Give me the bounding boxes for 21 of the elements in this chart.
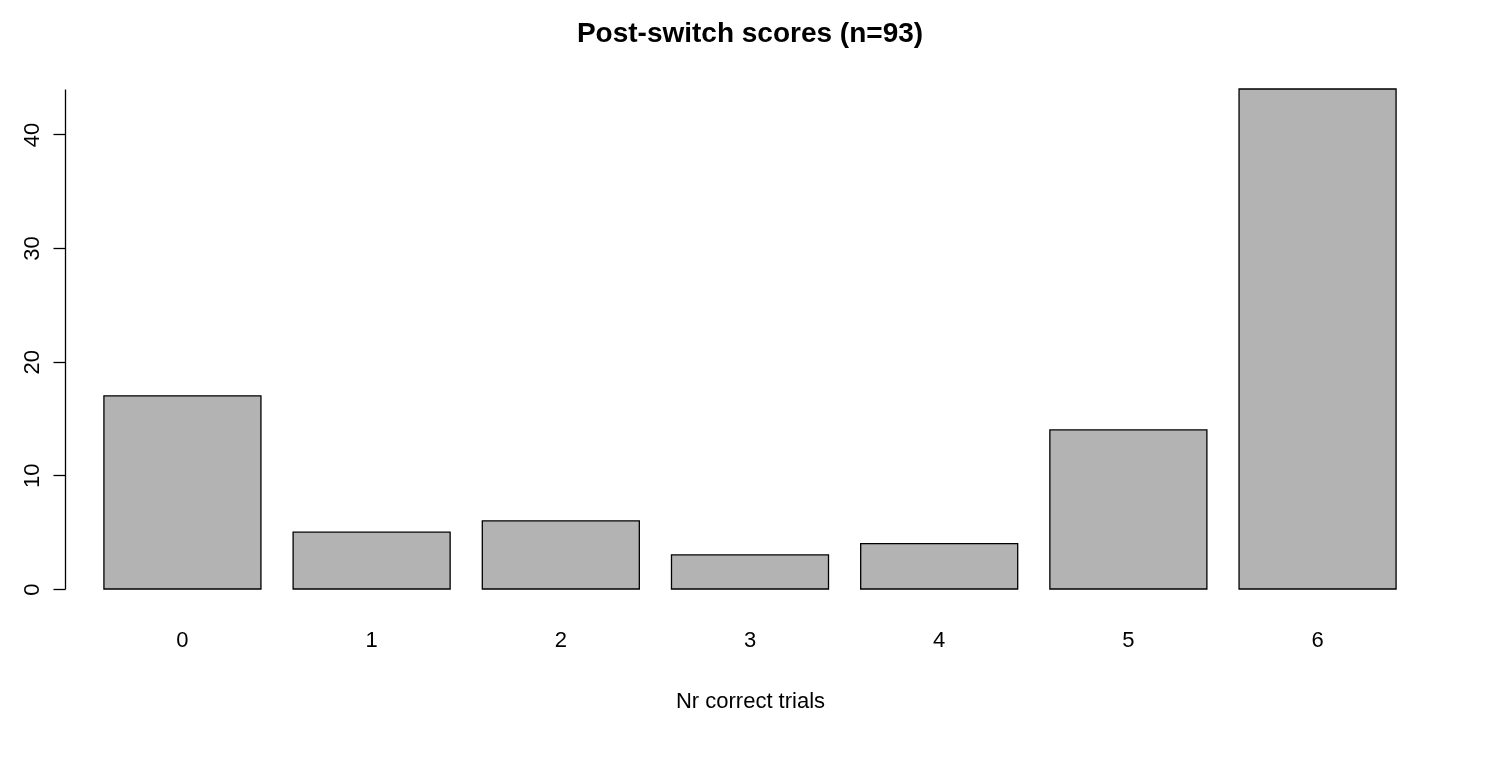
- x-tick-label: 6: [1311, 626, 1324, 652]
- x-tick-label: 2: [554, 626, 567, 652]
- x-tick-label: 3: [743, 626, 757, 652]
- bar: [292, 531, 451, 590]
- x-tick-label: 4: [933, 626, 946, 652]
- x-axis-title: Nr correct trials: [675, 687, 826, 713]
- bar: [481, 520, 640, 590]
- x-tick-label: 5: [1122, 626, 1135, 652]
- y-tick-label: 20: [18, 349, 44, 375]
- y-tick-label: 10: [18, 463, 44, 489]
- bar: [1049, 429, 1208, 590]
- bar: [1238, 88, 1397, 590]
- chart-title: Post-switch scores (n=93): [576, 17, 924, 49]
- x-tick-label: 1: [365, 626, 378, 652]
- y-tick-label: 40: [18, 122, 44, 148]
- bar: [103, 395, 262, 590]
- x-tick-label: 0: [176, 626, 189, 652]
- y-tick-label: 0: [18, 583, 44, 596]
- bar: [860, 542, 1019, 590]
- bar: [670, 554, 830, 590]
- y-tick-label: 30: [18, 236, 44, 261]
